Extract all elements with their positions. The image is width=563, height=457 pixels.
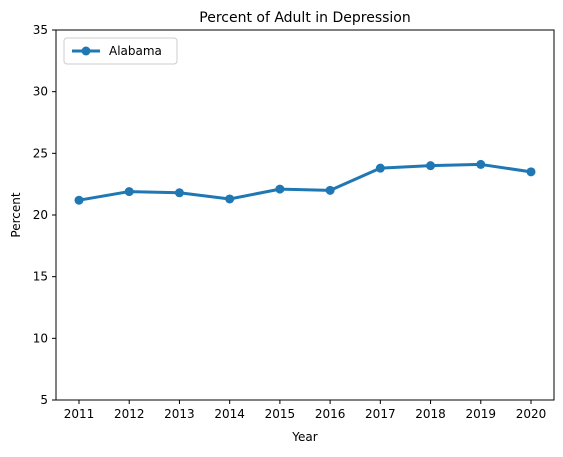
x-tick-label: 2011 (64, 407, 95, 421)
plot-layer: 2011 2012 2013 2014 2015 2016 2017 2018 2019 2020… (33, 23, 547, 421)
legend: Alabama (63, 37, 178, 65)
legend-label: Alabama (109, 44, 162, 58)
x-tick-label: 2018 (415, 407, 446, 421)
x-axis-label: Year (291, 430, 317, 444)
x-tick-label: 2016 (315, 407, 346, 421)
data-point (174, 188, 184, 198)
data-point (476, 159, 486, 169)
x-tick-label: 2017 (365, 407, 396, 421)
y-tick-label: 15 (33, 270, 48, 284)
x-tick-label: 2012 (114, 407, 145, 421)
x-tick-label: 2015 (265, 407, 296, 421)
data-point (225, 194, 235, 204)
legend-box (63, 37, 178, 65)
chart-title: Percent of Adult in Depression (199, 10, 410, 26)
data-point (426, 161, 436, 171)
y-tick-label: 25 (33, 146, 48, 160)
x-tick-label: 2020 (516, 407, 547, 421)
y-tick-label: 5 (40, 393, 48, 407)
y-axis-label: Percent (9, 192, 23, 237)
y-tick-label: 20 (33, 208, 48, 222)
data-point (526, 167, 536, 177)
x-tick-label: 2019 (466, 407, 497, 421)
data-point (375, 163, 385, 173)
series-line (77, 162, 533, 202)
data-point (325, 185, 335, 195)
x-tick-label: 2013 (164, 407, 195, 421)
data-point (74, 195, 84, 205)
data-point (124, 187, 134, 197)
plot-frame (55, 29, 555, 401)
y-tick-label: 35 (33, 23, 48, 37)
x-tick-label: 2014 (214, 407, 245, 421)
legend-swatch-marker (81, 46, 91, 56)
y-tick-label: 10 (33, 331, 48, 345)
y-tick-label: 30 (33, 85, 48, 99)
data-point (275, 184, 285, 194)
